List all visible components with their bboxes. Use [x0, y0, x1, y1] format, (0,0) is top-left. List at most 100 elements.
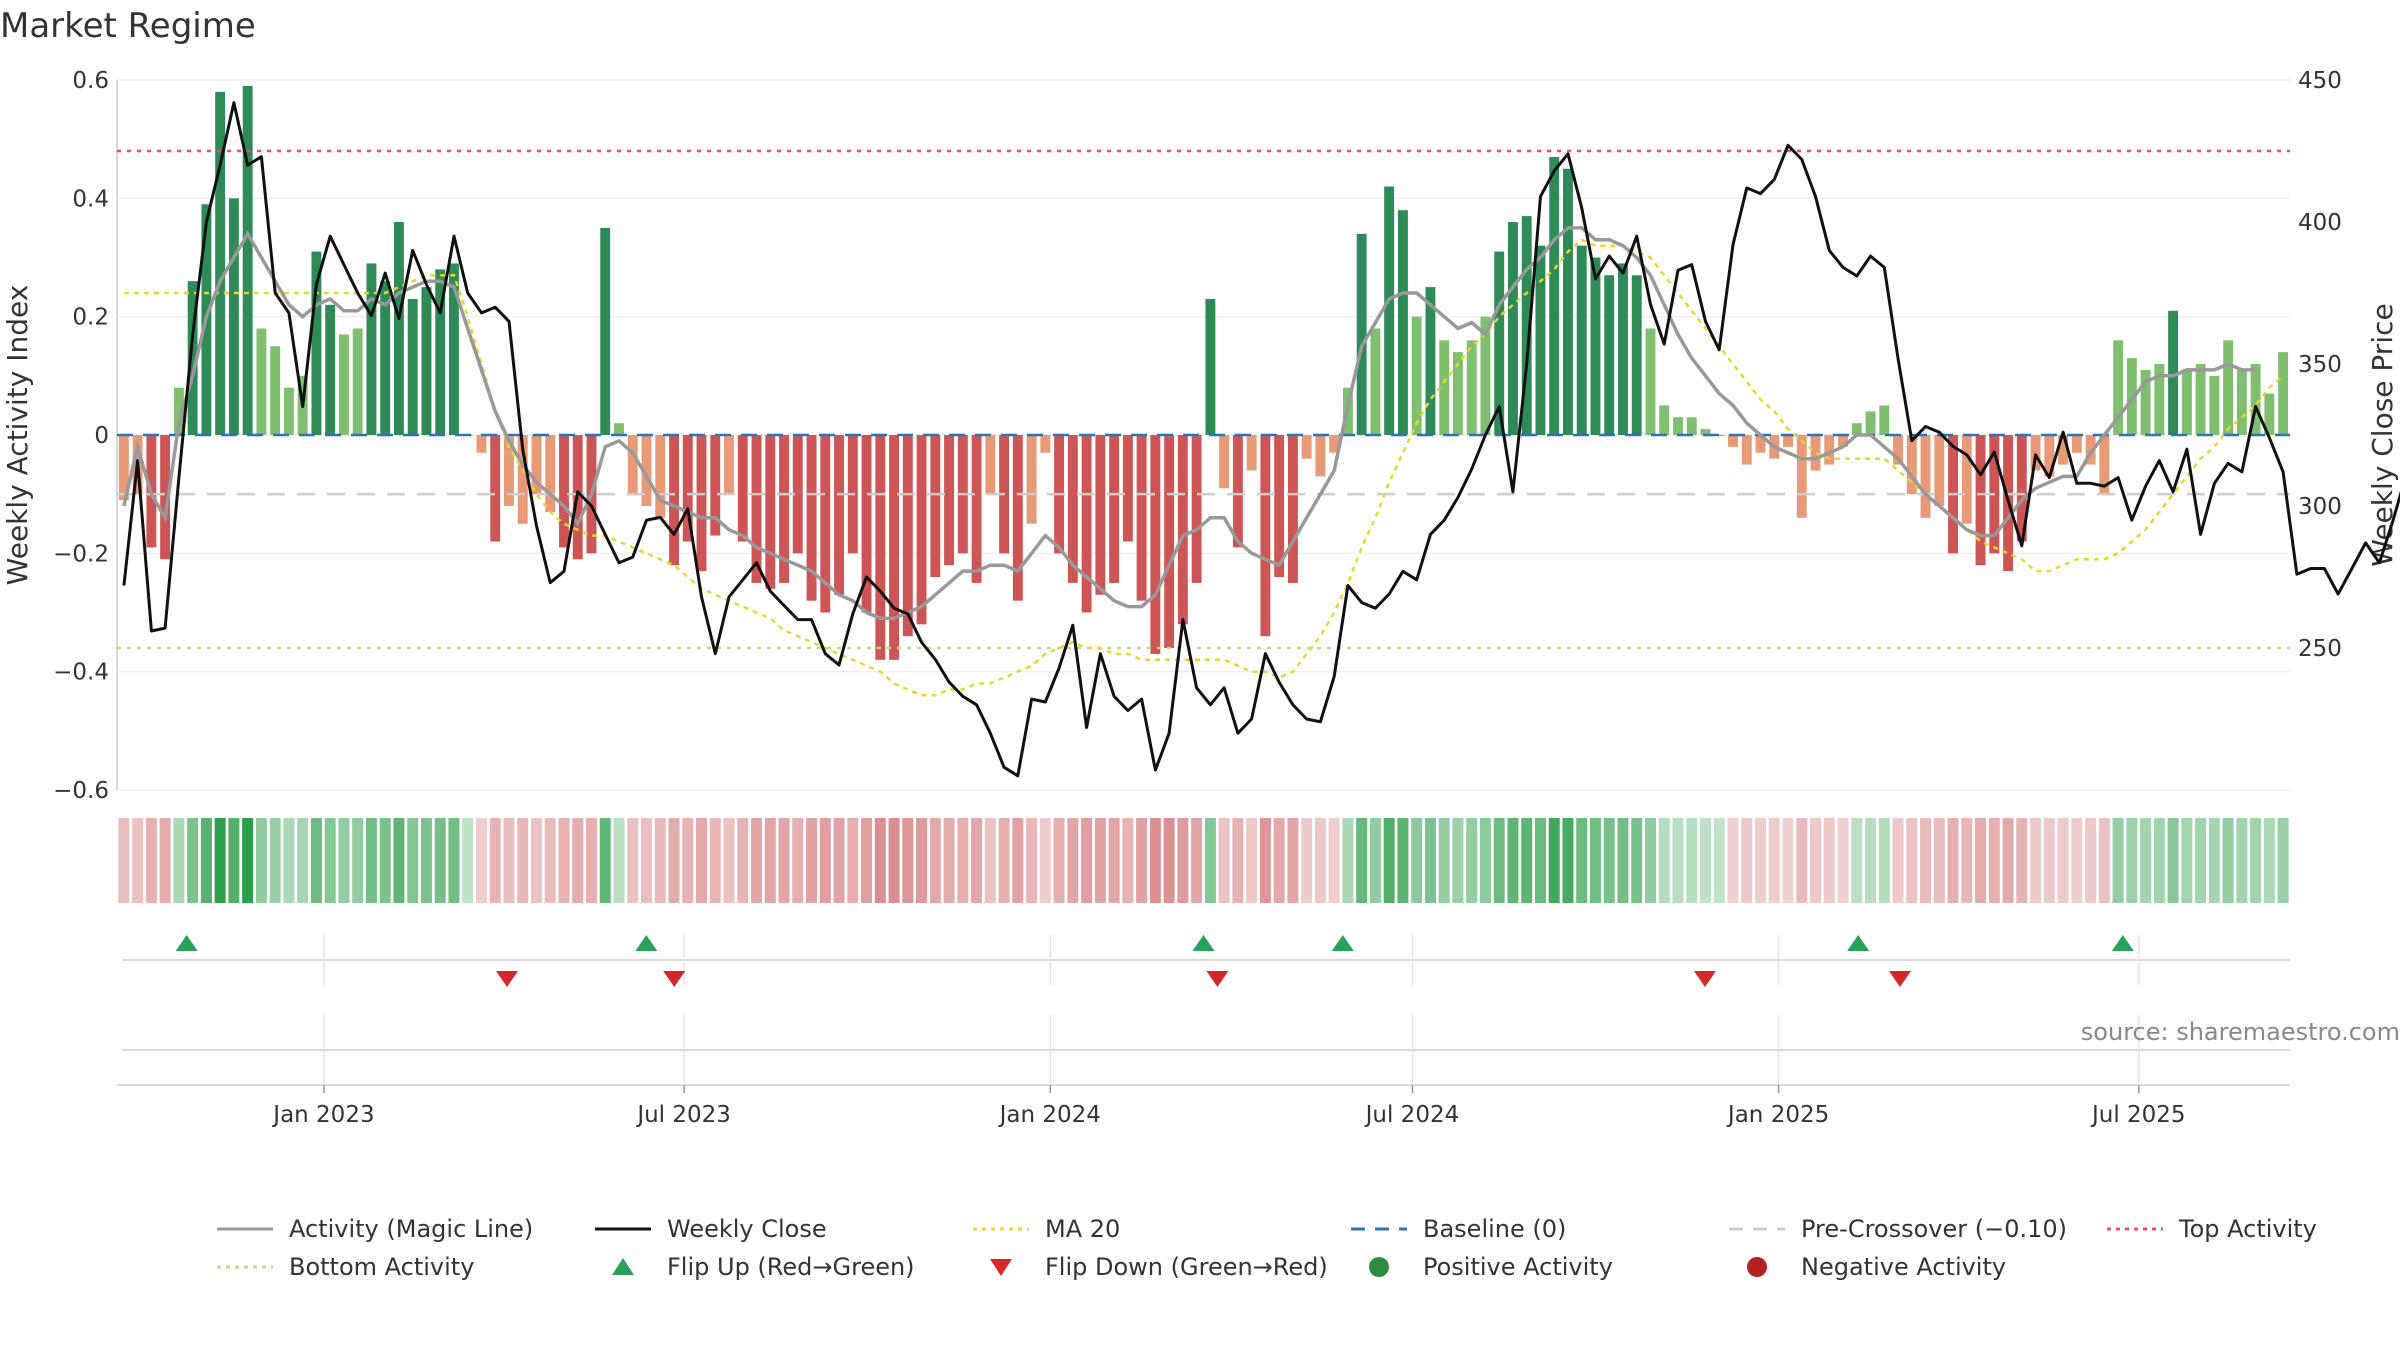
regime-strip-cell: [2195, 818, 2207, 903]
activity-bar: [2099, 435, 2110, 495]
x-tick-label: Jan 2023: [271, 1102, 374, 1128]
y-axis-label: Weekly Activity Index: [1, 285, 34, 586]
y2-tick-label: 250: [2298, 636, 2342, 662]
regime-strip-cell: [1466, 818, 1478, 903]
activity-bar: [228, 198, 239, 435]
activity-bar: [861, 435, 872, 613]
activity-bar: [1494, 251, 1505, 435]
activity-bar: [2264, 393, 2275, 435]
magic-line: [122, 226, 2256, 621]
regime-strip-cell: [1108, 818, 1120, 903]
legend-swatch: [217, 1227, 273, 1231]
legend-swatch: [1369, 1257, 1389, 1277]
activity-bar: [1301, 435, 1312, 459]
activity-bar: [1728, 435, 1738, 447]
flip-up-marker: [1331, 935, 1354, 951]
regime-strip-cell: [696, 818, 708, 903]
regime-strip-cell: [792, 818, 804, 903]
legend-swatch: [1747, 1257, 1767, 1277]
legend-item: Activity (Magic Line): [215, 1210, 593, 1248]
regime-strip-cell: [132, 818, 144, 903]
activity-bar: [765, 435, 776, 589]
activity-bar: [2071, 435, 2082, 453]
regime-strip-cell: [971, 818, 983, 903]
activity-bar: [1439, 340, 1450, 435]
regime-strip-cell: [1617, 818, 1629, 903]
legend-label: Bottom Activity: [289, 1253, 475, 1281]
activity-bar: [1549, 156, 1560, 435]
activity-bar: [366, 263, 377, 435]
activity-bar: [407, 298, 418, 435]
legend-swatch-mark: [612, 1258, 634, 1275]
regime-strip-cell: [1658, 818, 1670, 903]
activity-bar: [1659, 405, 1670, 435]
flip-down-marker: [1206, 971, 1229, 987]
regime-strip-cell: [1081, 818, 1093, 903]
flip-up-marker: [2111, 935, 2134, 951]
x-tick-label: Jan 2025: [1726, 1102, 1829, 1128]
regime-strip-cell: [145, 818, 157, 903]
regime-strip-cell: [1424, 818, 1436, 903]
activity-bar: [1755, 435, 1766, 453]
activity-bar: [1714, 435, 1725, 436]
y-tick-label: 0.6: [72, 68, 109, 94]
activity-bar: [1824, 435, 1835, 465]
activity-bar: [1136, 435, 1147, 601]
regime-strip-cell: [242, 818, 254, 903]
regime-strip-cell: [2250, 818, 2262, 903]
activity-bar: [669, 435, 679, 566]
activity-bar: [1177, 435, 1188, 625]
legend-label: Positive Activity: [1423, 1253, 1613, 1281]
activity-bar: [242, 85, 253, 436]
activity-bar: [2044, 435, 2055, 477]
activity-bar: [834, 435, 844, 595]
legend-swatch: [612, 1258, 634, 1275]
activity-bar: [627, 435, 638, 495]
regime-strip-cell: [1452, 818, 1464, 903]
activity-bar: [710, 435, 721, 536]
activity-bar: [1384, 186, 1395, 435]
flip-up-marker: [1192, 935, 1215, 951]
activity-bar: [1783, 435, 1793, 447]
regime-strip-cell: [214, 818, 226, 903]
activity-bar: [1315, 435, 1326, 477]
activity-bar: [2209, 375, 2220, 435]
regime-strip-cell: [255, 818, 267, 903]
legend-item: Positive Activity: [1349, 1248, 1727, 1286]
legend-label: Top Activity: [2179, 1215, 2317, 1243]
regime-strip-cell: [475, 818, 487, 903]
activity-bar: [2195, 364, 2206, 435]
page-title: Market Regime: [0, 6, 256, 46]
regime-strip-cell: [1741, 818, 1753, 903]
activity-bar: [1109, 435, 1120, 583]
regime-strip-cell: [530, 818, 542, 903]
x-tick-label: Jul 2023: [635, 1102, 731, 1128]
activity-bar: [1975, 435, 1986, 566]
regime-strip-cell: [1644, 818, 1656, 903]
flip-down-marker: [1693, 971, 1716, 987]
activity-bar: [1012, 435, 1023, 601]
activity-bar: [1274, 435, 1285, 577]
x-tick-label: Jul 2024: [1364, 1102, 1460, 1128]
regime-strip-cell: [1755, 818, 1767, 903]
regime-strip-cell: [1920, 818, 1932, 903]
legend-label: Negative Activity: [1801, 1253, 2007, 1281]
y2-axis-label: Weekly Close Price: [2366, 303, 2399, 566]
activity-bar: [1260, 435, 1271, 637]
activity-bar: [545, 435, 556, 512]
activity-bar: [256, 328, 267, 435]
regime-strip-cell: [1204, 818, 1216, 903]
activity-bar: [1810, 435, 1821, 471]
legend-swatch: [990, 1259, 1012, 1276]
regime-strip-cell: [682, 818, 694, 903]
legend-label: Pre-Crossover (−0.10): [1801, 1215, 2068, 1243]
regime-strip-cell: [1906, 818, 1918, 903]
activity-bar: [682, 435, 693, 542]
activity-bar: [1576, 245, 1587, 435]
regime-strip-cell: [1851, 818, 1863, 903]
legend-label: Weekly Close: [667, 1215, 827, 1243]
activity-bar: [160, 435, 171, 560]
regime-strip-cell: [585, 818, 597, 903]
